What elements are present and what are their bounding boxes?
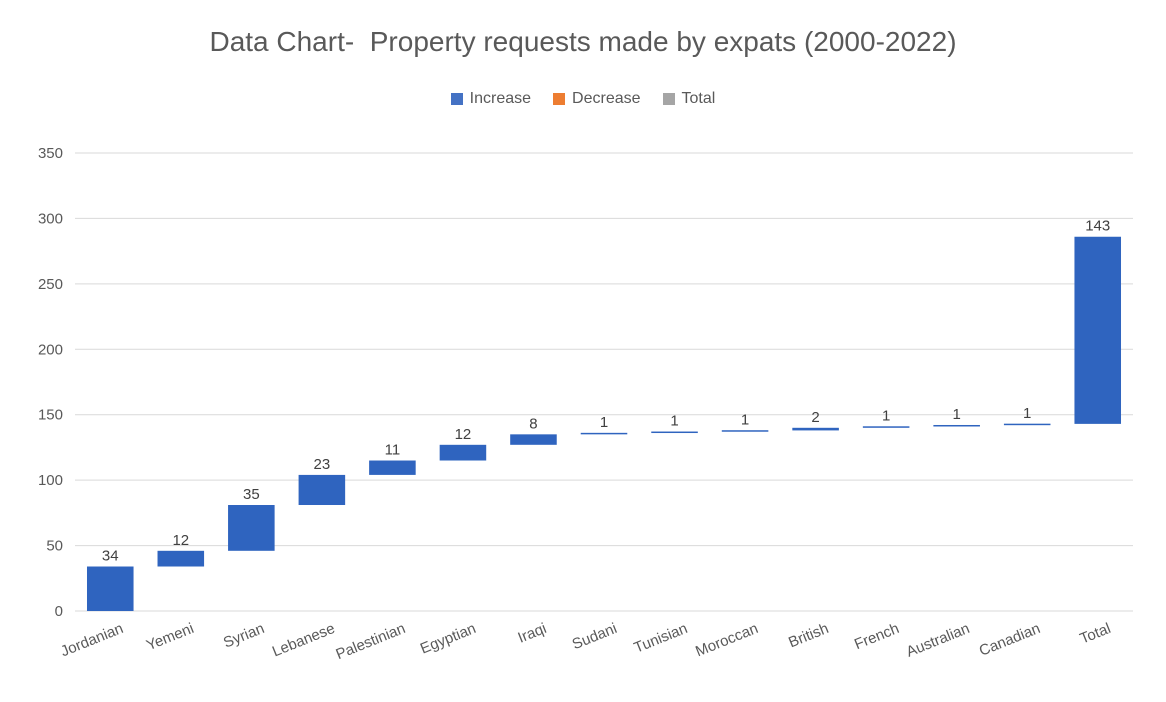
- bar: [369, 460, 416, 475]
- category-label: French: [852, 620, 902, 653]
- legend-swatch-increase: [450, 93, 463, 105]
- data-label: 35: [243, 486, 260, 503]
- legend-swatch-total: [662, 93, 675, 105]
- data-label: 2: [811, 409, 819, 426]
- data-label: 1: [741, 411, 749, 428]
- category-label: Palestinian: [333, 620, 407, 663]
- bar: [721, 430, 769, 432]
- y-tick-label: 250: [38, 276, 63, 293]
- legend-label-increase: Increase: [469, 90, 532, 107]
- category-label: Lebanese: [270, 620, 337, 660]
- data-label: 1: [670, 413, 678, 430]
- category-label: Iraqi: [516, 620, 549, 647]
- bar: [792, 427, 839, 431]
- category-label: Jordanian: [58, 620, 125, 660]
- y-tick-label: 0: [55, 603, 63, 620]
- legend-swatch-decrease: [553, 93, 566, 105]
- data-label: 1: [882, 407, 890, 424]
- legend-label-decrease: Decrease: [572, 90, 641, 107]
- y-tick-label: 200: [38, 341, 63, 358]
- y-tick-label: 300: [38, 210, 63, 227]
- category-label: Sudani: [570, 620, 620, 653]
- data-label: 23: [314, 456, 331, 473]
- chart-legend: Increase Decrease Total: [0, 90, 1166, 108]
- bar: [1074, 236, 1122, 424]
- bar: [157, 550, 205, 567]
- data-label: 12: [172, 532, 189, 549]
- y-tick-label: 100: [38, 472, 63, 489]
- category-label: Australian: [904, 620, 972, 661]
- bar: [510, 434, 557, 445]
- y-tick-label: 350: [38, 145, 63, 162]
- bar: [228, 505, 275, 551]
- data-label: 34: [102, 548, 119, 565]
- bar: [651, 431, 698, 434]
- legend-item-decrease: Decrease: [553, 90, 641, 108]
- chart-title: Data Chart- Property requests made by ex…: [209, 26, 957, 57]
- category-label: Egyptian: [418, 620, 478, 658]
- legend-item-increase: Increase: [450, 90, 532, 108]
- legend-item-total: Total: [662, 90, 716, 108]
- bar: [86, 566, 134, 611]
- data-label: 1: [600, 414, 608, 431]
- bar: [862, 426, 910, 428]
- bar: [933, 424, 980, 427]
- category-label: Syrian: [221, 620, 267, 652]
- bar: [1003, 423, 1051, 426]
- data-label: 12: [455, 426, 472, 443]
- legend-label-total: Total: [681, 90, 716, 107]
- category-label: British: [786, 620, 831, 651]
- data-label: 1: [952, 406, 960, 423]
- category-label: Yemeni: [144, 620, 196, 654]
- bar: [298, 474, 346, 506]
- category-label: Canadian: [977, 620, 1043, 660]
- bar: [439, 444, 487, 461]
- data-label: 1: [1023, 405, 1031, 422]
- y-tick-label: 50: [46, 538, 63, 555]
- category-label: Total: [1077, 620, 1113, 648]
- data-label: 8: [529, 415, 537, 432]
- bar: [580, 432, 628, 435]
- category-label: Moroccan: [693, 620, 760, 660]
- data-label: 143: [1085, 218, 1110, 235]
- y-tick-label: 150: [38, 407, 63, 424]
- category-label: Tunisian: [632, 620, 690, 657]
- data-label: 11: [385, 442, 401, 459]
